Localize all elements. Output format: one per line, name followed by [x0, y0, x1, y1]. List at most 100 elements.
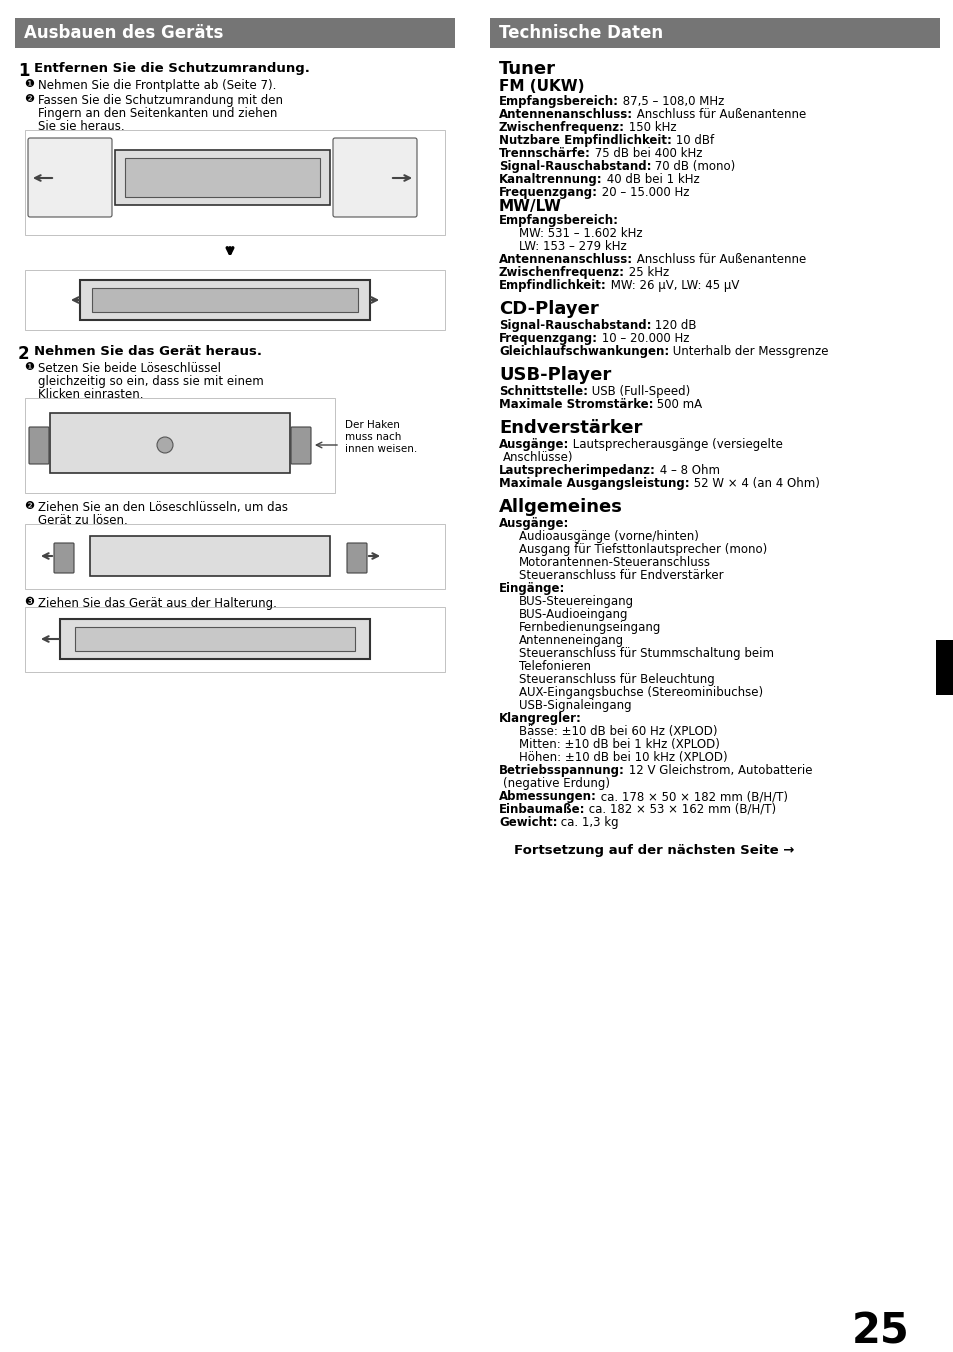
Text: FM (UKW): FM (UKW) — [498, 78, 584, 95]
FancyBboxPatch shape — [28, 138, 112, 218]
Text: 70 dB (mono): 70 dB (mono) — [651, 160, 735, 173]
Text: Ausgänge:: Ausgänge: — [498, 516, 569, 530]
Text: Entfernen Sie die Schutzumrandung.: Entfernen Sie die Schutzumrandung. — [34, 62, 310, 74]
Text: Kanaltrennung:: Kanaltrennung: — [498, 173, 602, 187]
Text: 25 kHz: 25 kHz — [624, 266, 669, 279]
Text: ca. 1,3 kg: ca. 1,3 kg — [557, 817, 618, 829]
Text: Fernbedienungseingang: Fernbedienungseingang — [518, 621, 660, 634]
Text: Setzen Sie beide Löseschlüssel: Setzen Sie beide Löseschlüssel — [38, 362, 221, 375]
Text: Anschluss für Außenantenne: Anschluss für Außenantenne — [633, 253, 805, 266]
Text: Empfangsbereich:: Empfangsbereich: — [498, 95, 618, 108]
Text: innen weisen.: innen weisen. — [345, 443, 416, 454]
Text: Sie sie heraus.: Sie sie heraus. — [38, 120, 125, 132]
Text: 52 W × 4 (an 4 Ohm): 52 W × 4 (an 4 Ohm) — [689, 477, 819, 489]
Text: Telefonieren: Telefonieren — [518, 660, 590, 673]
Text: Maximale Stromstärke:: Maximale Stromstärke: — [498, 397, 653, 411]
Text: Anschluss für Außenantenne: Anschluss für Außenantenne — [633, 108, 805, 120]
FancyBboxPatch shape — [91, 288, 357, 312]
Text: Maximale Ausgangsleistung:: Maximale Ausgangsleistung: — [498, 477, 689, 489]
Text: Klangregler:: Klangregler: — [498, 713, 581, 725]
Text: Betriebsspannung:: Betriebsspannung: — [498, 764, 624, 777]
Text: 40 dB bei 1 kHz: 40 dB bei 1 kHz — [602, 173, 699, 187]
Text: USB (Full-Speed): USB (Full-Speed) — [587, 385, 690, 397]
Text: 10 dBf: 10 dBf — [671, 134, 713, 147]
Text: ca. 182 × 53 × 162 mm (B/H/T): ca. 182 × 53 × 162 mm (B/H/T) — [585, 803, 776, 817]
Text: ❷: ❷ — [24, 95, 34, 104]
Text: Gewicht:: Gewicht: — [498, 817, 557, 829]
Text: 25: 25 — [851, 1310, 909, 1352]
Text: 4 – 8 Ohm: 4 – 8 Ohm — [655, 464, 720, 477]
Text: Nutzbare Empfindlichkeit:: Nutzbare Empfindlichkeit: — [498, 134, 671, 147]
Text: Lautsprecherausgänge (versiegelte: Lautsprecherausgänge (versiegelte — [569, 438, 782, 452]
Text: 2: 2 — [18, 345, 30, 362]
Text: Nehmen Sie die Frontplatte ab (Seite 7).: Nehmen Sie die Frontplatte ab (Seite 7). — [38, 78, 276, 92]
Text: Unterhalb der Messgrenze: Unterhalb der Messgrenze — [669, 345, 828, 358]
Text: Anschlüsse): Anschlüsse) — [502, 452, 573, 464]
FancyBboxPatch shape — [347, 544, 367, 573]
Text: Lautsprecherimpedanz:: Lautsprecherimpedanz: — [498, 464, 656, 477]
FancyBboxPatch shape — [25, 130, 444, 235]
Text: Ziehen Sie das Gerät aus der Halterung.: Ziehen Sie das Gerät aus der Halterung. — [38, 598, 276, 610]
FancyBboxPatch shape — [25, 607, 444, 672]
Text: Signal-Rauschabstand:: Signal-Rauschabstand: — [498, 160, 651, 173]
Text: Frequenzgang:: Frequenzgang: — [498, 187, 598, 199]
Text: Steueranschluss für Endverstärker: Steueranschluss für Endverstärker — [518, 569, 723, 581]
Text: 1: 1 — [18, 62, 30, 80]
Text: Antennenanschluss:: Antennenanschluss: — [498, 108, 633, 120]
Text: Allgemeines: Allgemeines — [498, 498, 622, 516]
Text: (negative Erdung): (negative Erdung) — [502, 777, 609, 790]
Text: Schnittstelle:: Schnittstelle: — [498, 385, 587, 397]
Text: Höhen: ±10 dB bei 10 kHz (XPLOD): Höhen: ±10 dB bei 10 kHz (XPLOD) — [518, 750, 727, 764]
FancyBboxPatch shape — [90, 535, 330, 576]
Text: Empfangsbereich:: Empfangsbereich: — [498, 214, 618, 227]
FancyBboxPatch shape — [25, 270, 444, 330]
Text: Ausgänge:: Ausgänge: — [498, 438, 569, 452]
Text: Endverstärker: Endverstärker — [498, 419, 641, 437]
Text: Fortsetzung auf der nächsten Seite →: Fortsetzung auf der nächsten Seite → — [514, 844, 794, 857]
Text: Trennschärfe:: Trennschärfe: — [498, 147, 590, 160]
FancyBboxPatch shape — [333, 138, 416, 218]
Text: CD-Player: CD-Player — [498, 300, 598, 318]
Text: USB-Signaleingang: USB-Signaleingang — [518, 699, 631, 713]
Text: Frequenzgang:: Frequenzgang: — [498, 333, 598, 345]
FancyBboxPatch shape — [54, 544, 74, 573]
Text: Ausbauen des Geräts: Ausbauen des Geräts — [24, 24, 223, 42]
Text: 500 mA: 500 mA — [653, 397, 702, 411]
Text: 12 V Gleichstrom, Autobatterie: 12 V Gleichstrom, Autobatterie — [624, 764, 812, 777]
Text: Audioausgänge (vorne/hinten): Audioausgänge (vorne/hinten) — [518, 530, 699, 544]
Text: Klicken einrasten.: Klicken einrasten. — [38, 388, 143, 402]
Text: Technische Daten: Technische Daten — [498, 24, 662, 42]
FancyBboxPatch shape — [125, 158, 319, 197]
FancyBboxPatch shape — [80, 280, 370, 320]
Text: ca. 178 × 50 × 182 mm (B/H/T): ca. 178 × 50 × 182 mm (B/H/T) — [597, 790, 787, 803]
Text: Ausgang für Tiefsttonlautsprecher (mono): Ausgang für Tiefsttonlautsprecher (mono) — [518, 544, 766, 556]
FancyBboxPatch shape — [25, 525, 444, 589]
Text: Der Haken: Der Haken — [345, 420, 399, 430]
Text: muss nach: muss nach — [345, 433, 401, 442]
Text: Mitten: ±10 dB bei 1 kHz (XPLOD): Mitten: ±10 dB bei 1 kHz (XPLOD) — [518, 738, 720, 750]
Text: Motorantennen-Steueranschluss: Motorantennen-Steueranschluss — [518, 556, 710, 569]
Text: MW: 26 μV, LW: 45 μV: MW: 26 μV, LW: 45 μV — [606, 279, 739, 292]
Text: MW: 531 – 1.602 kHz: MW: 531 – 1.602 kHz — [518, 227, 642, 241]
Text: Steueranschluss für Stummschaltung beim: Steueranschluss für Stummschaltung beim — [518, 648, 773, 660]
Text: gleichzeitig so ein, dass sie mit einem: gleichzeitig so ein, dass sie mit einem — [38, 375, 263, 388]
Text: ❶: ❶ — [24, 362, 34, 372]
Text: Empfindlichkeit:: Empfindlichkeit: — [498, 279, 606, 292]
FancyBboxPatch shape — [25, 397, 335, 493]
Text: 120 dB: 120 dB — [651, 319, 697, 333]
Text: Tuner: Tuner — [498, 59, 556, 78]
Text: 150 kHz: 150 kHz — [624, 120, 676, 134]
FancyBboxPatch shape — [29, 427, 49, 464]
Text: 75 dB bei 400 kHz: 75 dB bei 400 kHz — [590, 147, 701, 160]
Text: Eingänge:: Eingänge: — [498, 581, 565, 595]
Text: 87,5 – 108,0 MHz: 87,5 – 108,0 MHz — [618, 95, 723, 108]
Text: 20 – 15.000 Hz: 20 – 15.000 Hz — [598, 187, 689, 199]
Text: Nehmen Sie das Gerät heraus.: Nehmen Sie das Gerät heraus. — [34, 345, 262, 358]
Text: USB-Player: USB-Player — [498, 366, 611, 384]
Text: Bässe: ±10 dB bei 60 Hz (XPLOD): Bässe: ±10 dB bei 60 Hz (XPLOD) — [518, 725, 717, 738]
Text: Abmessungen:: Abmessungen: — [498, 790, 597, 803]
Text: Gerät zu lösen.: Gerät zu lösen. — [38, 514, 128, 527]
Text: 10 – 20.000 Hz: 10 – 20.000 Hz — [598, 333, 689, 345]
Text: ❸: ❸ — [24, 598, 34, 607]
Text: ❶: ❶ — [24, 78, 34, 89]
